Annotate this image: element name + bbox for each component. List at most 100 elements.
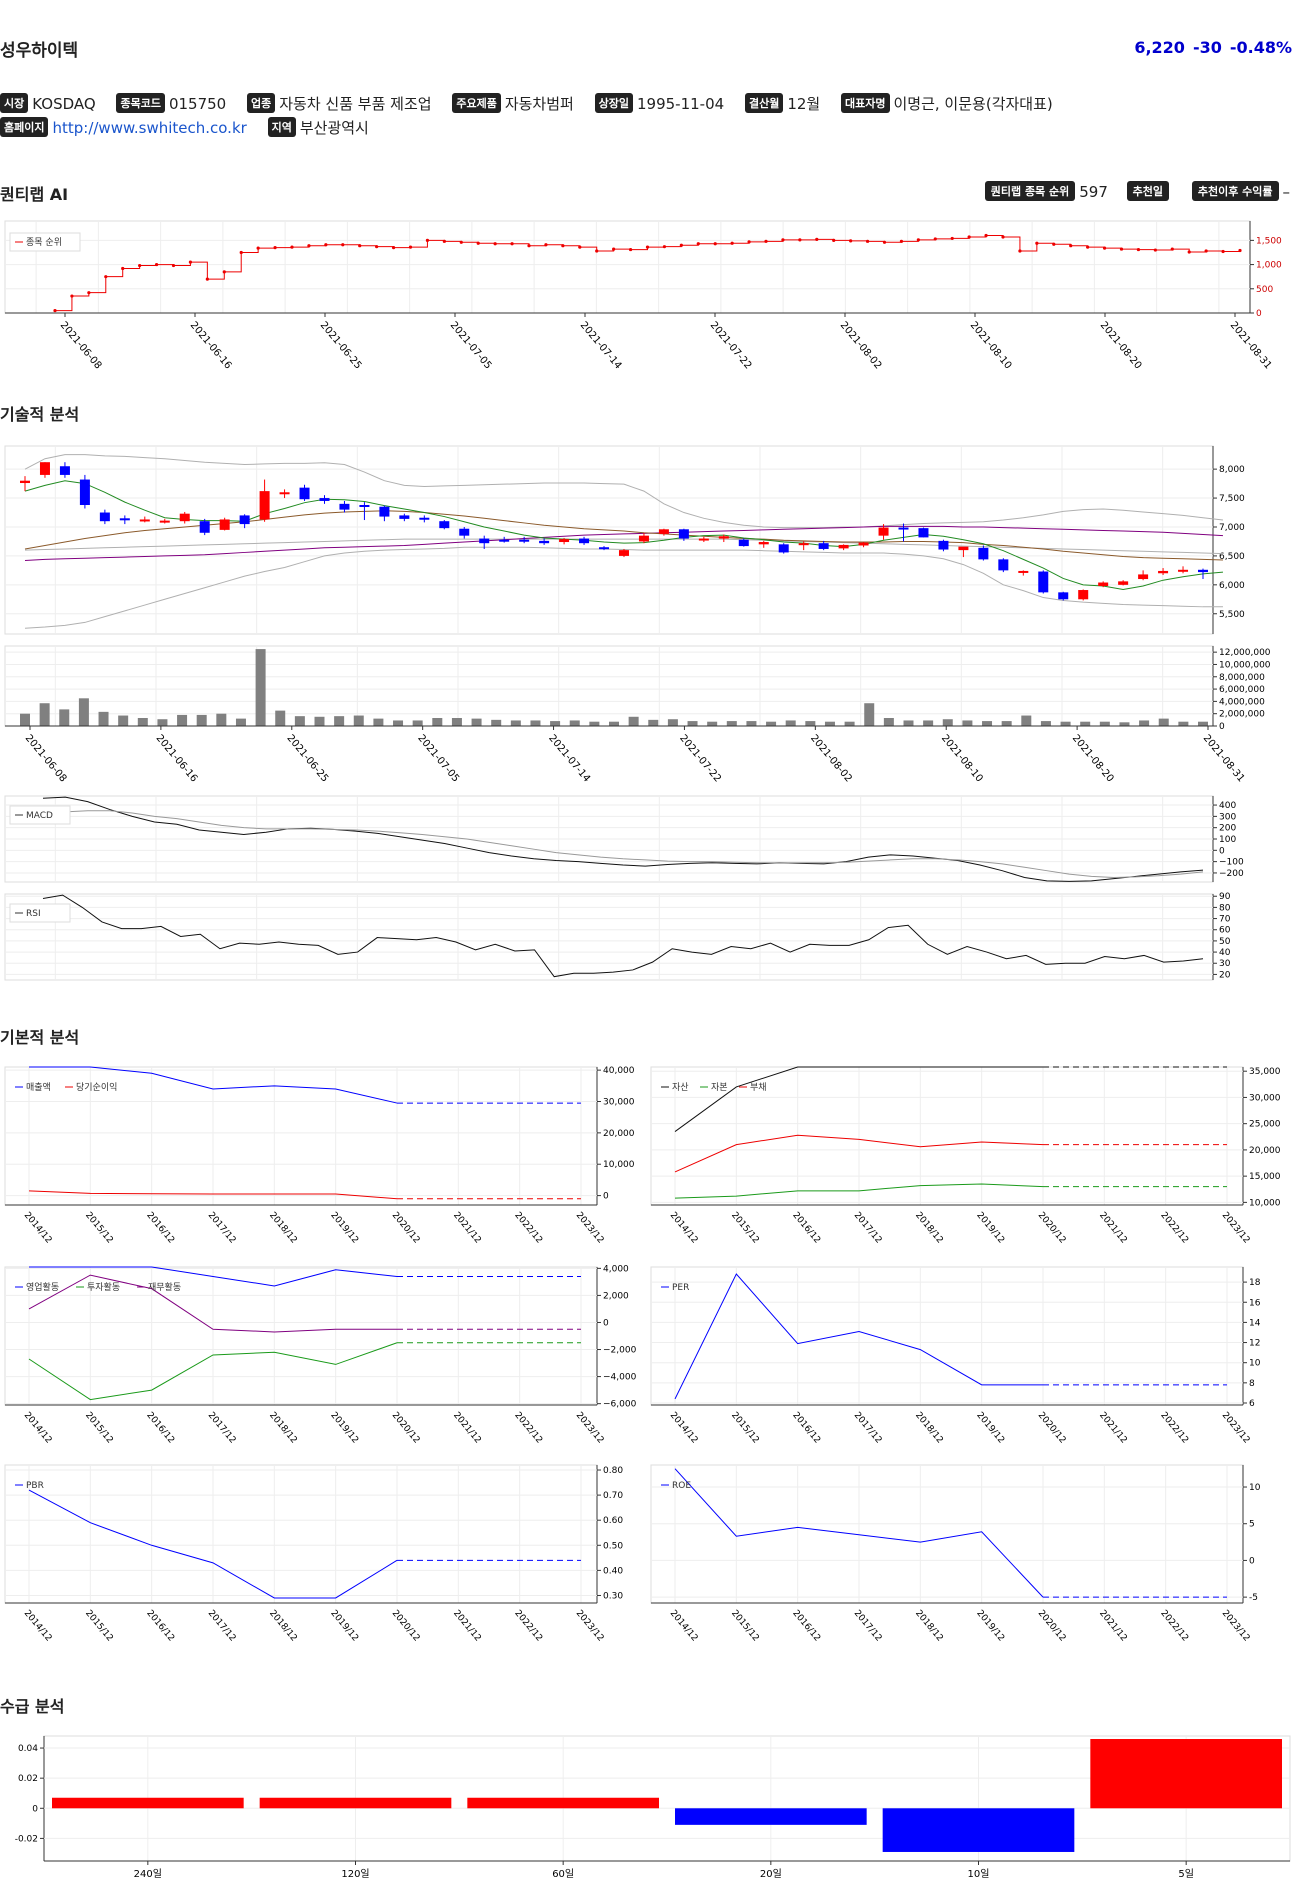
plot-frame [651,1267,1243,1405]
candle-body [379,507,389,517]
volume-bar [609,722,619,726]
candle-body [1058,592,1068,599]
rank-point [629,248,632,251]
volume-bar [864,703,874,726]
y-tick-label: 18 [1249,1278,1261,1288]
x-tick-label: 2021-08-20 [1070,733,1116,785]
y-tick-label: 4,000,000 [1219,697,1265,707]
rank-point [1120,247,1123,250]
ai-section-title: 퀀티랩 AI [0,181,68,205]
candle-body [779,544,789,552]
volume-bar [275,711,285,726]
x-tick-label: 2021-06-08 [23,733,69,785]
y-tick-label: 0 [1219,846,1225,856]
rec-return-value: – [1283,183,1291,201]
rank-point [900,240,903,243]
x-tick-label: 2014/12 [22,1411,54,1446]
legend-label: PER [672,1283,689,1293]
candle-body [80,480,90,505]
x-tick-label: 2021-08-31 [1228,320,1274,372]
volume-bar [373,719,383,726]
volume-bar [256,649,266,726]
y-tick-label: 30,000 [1249,1093,1281,1103]
rank-point [883,241,886,244]
x-tick-label: 2019/12 [974,1411,1006,1446]
rank-point [849,239,852,242]
candle-body [819,543,829,549]
x-tick-label: 10일 [968,1868,990,1880]
rank-point [1018,249,1021,252]
legend-label: 자산 [672,1082,689,1093]
volume-bar [1100,722,1110,726]
candle-body [1118,581,1128,584]
y-tick-label: 100 [1219,835,1236,845]
candle-body [160,521,170,523]
homepage-link[interactable]: http://www.swhitech.co.kr [52,119,246,137]
rank-point [392,246,395,249]
rank-point [1188,250,1191,253]
x-tick-label: 2016/12 [144,1609,176,1644]
x-tick-label: 2015/12 [83,1211,115,1246]
candle-body [399,515,409,518]
y-tick-label: 6 [1249,1399,1255,1409]
candle-body [1198,570,1208,572]
candle-body [1038,572,1048,593]
candle-body [519,540,529,542]
ceo-value: 이명근, 이문용(각자대표) [894,95,1053,113]
y-tick-label: -0.02 [15,1834,38,1844]
rank-point [70,294,73,297]
candle-body [679,529,689,538]
candle-body [220,519,230,529]
candle-body [539,541,549,543]
x-tick-label: 2017/12 [206,1609,238,1644]
x-tick-label: 2014/12 [22,1211,54,1246]
x-tick-label: 2023/12 [574,1609,606,1644]
candle-body [879,528,889,536]
x-tick-label: 2022/12 [1158,1411,1190,1446]
x-tick-label: 2021/12 [1097,1211,1129,1246]
volume-bar [904,720,914,726]
candle-body [419,518,429,520]
rank-point [578,246,581,249]
y-tick-label: 5,500 [1219,610,1245,620]
y-tick-label: 6,000 [1219,581,1245,591]
supply-chart: -0.0200.020.04240일120일60일20일10일5일 [0,1728,1296,1893]
y-tick-label: 12 [1249,1339,1260,1349]
rank-point [1069,244,1072,247]
candle-body [739,540,749,546]
legend-label: 자본 [711,1082,728,1093]
candle-body [100,513,110,522]
x-tick-label: 2020/12 [1036,1609,1068,1644]
homepage-tag: 홈페이지 [0,117,48,137]
volume-bar [20,714,30,726]
rank-point [358,244,361,247]
x-tick-label: 2023/12 [574,1211,606,1246]
rank-point [561,244,564,247]
supply-bar [1090,1739,1282,1808]
rank-point [1001,235,1004,238]
x-tick-label: 2015/12 [729,1211,761,1246]
y-tick-label: 0 [1256,309,1262,319]
pbr-chart: 0.300.400.500.600.700.802014/122015/1220… [0,1458,640,1648]
y-tick-label: 70 [1219,915,1231,925]
rank-point [138,264,141,267]
candle-body [1138,574,1148,579]
rank-point [494,242,497,245]
volume-bar [668,719,678,726]
y-tick-label: 40,000 [603,1066,635,1076]
rank-point [1221,250,1224,253]
rank-point [341,243,344,246]
candle-body [140,519,150,521]
plot-frame [5,221,1250,313]
x-tick-label: 2021-08-20 [1098,320,1144,372]
rank-point [781,238,784,241]
x-tick-label: 2018/12 [913,1211,945,1246]
rank-point [680,244,683,247]
rank-point [307,244,310,247]
rank-point [426,239,429,242]
volume-bar [1041,721,1051,726]
x-tick-label: 2023/12 [1220,1211,1252,1246]
x-tick-label: 2021-08-10 [939,733,985,785]
legend-label: ROE [672,1481,691,1491]
y-tick-label: 300 [1219,812,1236,822]
